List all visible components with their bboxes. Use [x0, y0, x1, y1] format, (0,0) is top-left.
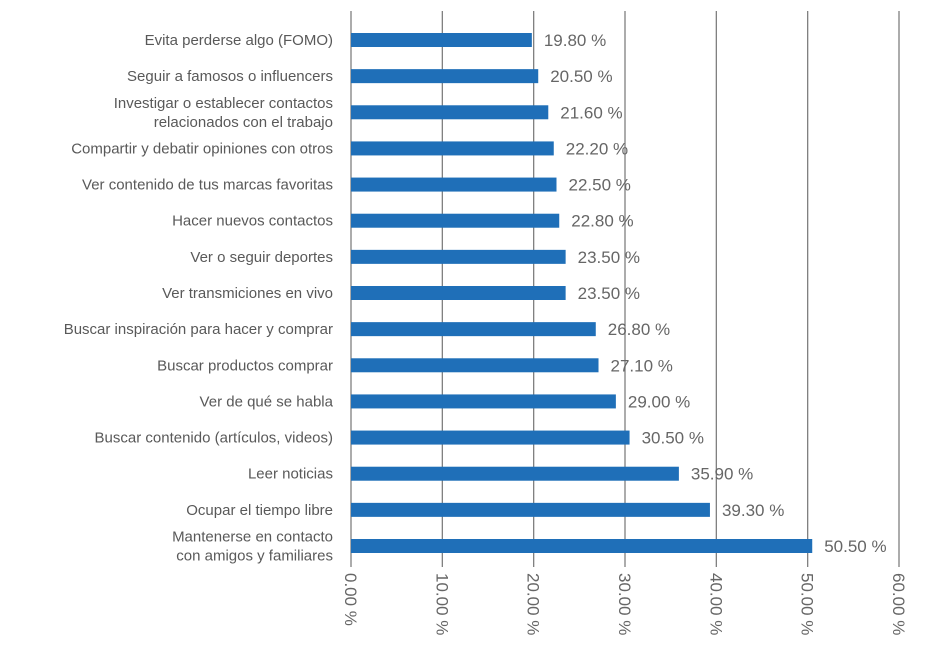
x-tick-label: 50.00 % [798, 573, 817, 635]
category-label: Compartir y debatir opiniones con otros [71, 140, 333, 157]
category-label-line: Investigar o establecer contactos [114, 95, 333, 112]
bar [351, 394, 616, 409]
bar [351, 430, 630, 445]
category-label: Ocupar el tiempo libre [186, 502, 333, 519]
x-tick-label: 60.00 % [889, 573, 908, 635]
category-label: Evita perderse algo (FOMO) [145, 32, 333, 49]
category-label: Leer noticias [248, 466, 333, 483]
data-label: 30.50 % [642, 429, 704, 448]
data-label: 39.30 % [722, 501, 784, 520]
category-label-line: Evita perderse algo (FOMO) [145, 32, 333, 49]
data-label: 27.10 % [611, 356, 673, 375]
category-label-line: Ver contenido de tus marcas favoritas [82, 177, 333, 194]
bar [351, 177, 557, 192]
data-label: 22.20 % [566, 139, 628, 158]
category-label-line: Hacer nuevos contactos [172, 213, 333, 230]
data-label: 22.80 % [571, 212, 633, 231]
bar [351, 105, 549, 120]
category-label: Buscar contenido (artículos, videos) [95, 430, 333, 447]
category-label-line: Ver o seguir deportes [190, 249, 333, 266]
category-label: Ver transmiciones en vivo [162, 285, 333, 302]
bar [351, 466, 679, 481]
bar [351, 358, 599, 373]
category-label-line: Buscar contenido (artículos, videos) [95, 430, 333, 447]
x-tick-label: 30.00 % [615, 573, 634, 635]
category-label: Ver contenido de tus marcas favoritas [82, 177, 333, 194]
data-label: 23.50 % [578, 248, 640, 267]
category-label-line: Ocupar el tiempo libre [186, 502, 333, 519]
bar [351, 322, 596, 337]
bar [351, 33, 532, 47]
x-tick-label: 40.00 % [706, 573, 725, 635]
bars [351, 33, 813, 553]
category-label-line: Buscar productos comprar [157, 357, 333, 374]
x-tick-label: 0.00 % [341, 573, 360, 626]
data-label: 35.90 % [691, 465, 753, 484]
category-label-line: Leer noticias [248, 466, 333, 483]
data-label: 50.50 % [824, 537, 886, 556]
category-label: Buscar inspiración para hacer y comprar [64, 321, 333, 338]
category-label-line: Ver transmiciones en vivo [162, 285, 333, 302]
data-label: 22.50 % [569, 176, 631, 195]
bar [351, 502, 710, 517]
category-label: Buscar productos comprar [157, 357, 333, 374]
bar [351, 141, 554, 156]
bar [351, 539, 813, 553]
category-label: Ver de qué se habla [200, 393, 334, 410]
category-label: Seguir a famosos o influencers [127, 68, 333, 85]
bar [351, 69, 539, 84]
bar [351, 249, 566, 264]
category-label: Investigar o establecer contactos relacio… [114, 95, 333, 131]
category-label-line: Seguir a famosos o influencers [127, 68, 333, 85]
x-tick-labels: 0.00 % 10.00 % 20.00 % 30.00 % 40.00 % 50.00 … [341, 573, 908, 635]
category-label-line: relacionados con el trabajo [154, 114, 333, 131]
data-label: 21.60 % [560, 103, 622, 122]
category-label-line: Compartir y debatir opiniones con otros [71, 140, 333, 157]
category-label: Hacer nuevos contactos [172, 213, 333, 230]
category-label-line: Ver de qué se habla [200, 393, 334, 410]
category-label-line: Mantenerse en contacto [172, 529, 333, 546]
category-labels: Evita perderse algo (FOMO) Seguir a famos… [64, 32, 334, 565]
data-label: 23.50 % [578, 284, 640, 303]
data-label: 29.00 % [628, 392, 690, 411]
category-label: Ver o seguir deportes [190, 249, 333, 266]
data-label: 19.80 % [544, 31, 606, 50]
data-label: 20.50 % [550, 67, 612, 86]
x-tick-label: 20.00 % [524, 573, 543, 635]
category-label-line: con amigos y familiares [176, 548, 333, 565]
category-label-line: Buscar inspiración para hacer y comprar [64, 321, 333, 338]
category-label: Mantenerse en contacto con amigos y famil… [172, 529, 333, 565]
bar [351, 213, 560, 228]
bar [351, 286, 566, 300]
data-labels: 19.80 % 20.50 % 21.60 % 22.20 % 22.50 % 22.80… [544, 31, 887, 556]
data-label: 26.80 % [608, 320, 670, 339]
x-tick-label: 10.00 % [432, 573, 451, 635]
